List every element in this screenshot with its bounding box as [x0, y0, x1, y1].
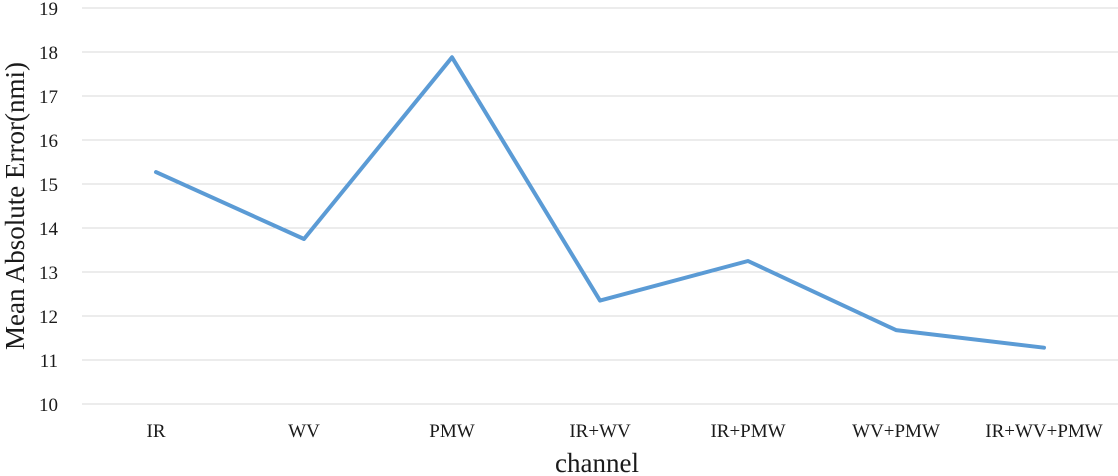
x-axis-title: channel	[555, 448, 639, 476]
y-tick-label: 15	[39, 175, 58, 196]
x-category-label: IR+PMW	[710, 421, 785, 442]
y-tick-label: 14	[39, 219, 59, 240]
x-category-label: PMW	[429, 421, 474, 442]
x-category-label: IR+WV	[569, 421, 631, 442]
y-axis-tick-labels: 10 11 12 13 14 15 16 17 18 19	[39, 0, 59, 416]
y-tick-label: 16	[39, 131, 58, 152]
gridlines	[82, 7, 1118, 405]
y-tick-label: 17	[39, 87, 58, 108]
y-tick-label: 13	[39, 263, 58, 284]
x-axis-category-labels: IR WV PMW IR+WV IR+PMW WV+PMW IR+WV+PMW	[147, 421, 1103, 442]
y-tick-label: 11	[40, 351, 58, 372]
y-tick-label: 18	[39, 43, 58, 64]
x-category-label: WV+PMW	[852, 421, 940, 442]
series-group	[154, 55, 1046, 350]
x-category-label: WV	[288, 421, 320, 442]
y-tick-label: 19	[39, 0, 58, 20]
y-axis-title: Mean Absolute Error(nmi)	[0, 62, 30, 350]
x-category-label: IR	[147, 421, 166, 442]
series-line-0	[154, 55, 1046, 350]
y-tick-label: 10	[39, 395, 58, 416]
y-tick-label: 12	[39, 307, 58, 328]
x-category-label: IR+WV+PMW	[985, 421, 1103, 442]
